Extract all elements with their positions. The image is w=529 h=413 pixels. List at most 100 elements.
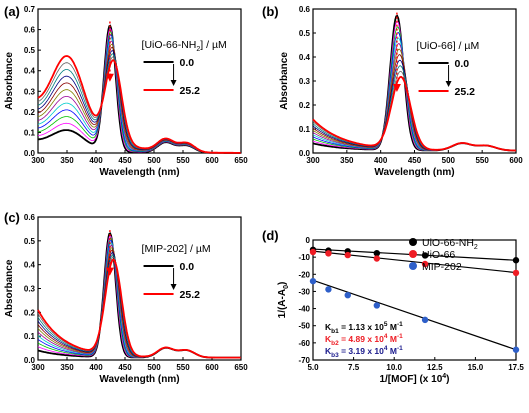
legend-label: 25.2 [180,85,201,97]
x-tick-label: 450 [118,363,132,372]
data-point [512,346,520,353]
x-tick-label: 500 [442,156,456,165]
x-axis-label: 1/[MOF] (x 104) [379,373,449,385]
x-tick-label: 600 [205,156,219,165]
x-tick-label: 600 [509,156,523,165]
legend-marker [409,238,417,246]
spectrum-line [37,40,241,154]
x-tick-label: 500 [147,156,161,165]
legend-label: 0.0 [455,58,470,70]
y-tick-label: 0.5 [299,29,311,38]
y-tick-label: 0.3 [299,77,311,86]
x-tick-label: 15.0 [468,363,484,372]
y-axis-label: Absorbance [4,259,15,317]
x-tick-label: 5.0 [307,363,319,372]
panel-a: 300 350 400 450 500 550 600 650 0.0 0.1 0.2 0.3 0.4 0… [4,4,248,178]
x-tick-label: 550 [475,156,489,165]
y-tick-label: -10 [298,253,310,262]
x-tick-label: 350 [60,156,74,165]
data-point [421,260,429,268]
data-point [373,255,381,262]
legend-label: MIP-202 [422,261,462,273]
legend-arrow-icon [170,284,177,290]
x-tick-label: 550 [176,156,190,165]
y-tick-label: 0.3 [24,87,36,96]
data-point [421,252,429,259]
spectrum-line [37,56,241,154]
x-tick-label: 300 [306,156,320,165]
legend-label: 0.0 [180,57,195,69]
x-tick-label: 400 [374,156,388,165]
data-point [512,269,520,277]
y-tick-label: -70 [298,356,310,365]
x-tick-label: 12.5 [427,363,443,372]
data-point [421,316,429,324]
legend-label: 25.2 [455,86,476,98]
y-tick-label: 0.6 [24,213,36,222]
data-point [325,286,332,293]
y-tick-label: 0.6 [299,5,311,14]
panel-label: (d) [262,228,279,243]
spectrum-line [37,237,241,358]
x-tick-label: 500 [147,363,161,372]
x-tick-label: 350 [340,156,354,165]
fit-line [312,279,517,351]
data-point [325,250,332,257]
y-tick-label: 0.7 [24,5,36,14]
x-tick-label: 300 [31,363,45,372]
legend-arrow-icon [445,81,452,87]
binding-constant-label: Kb2 = 4.89 x 104 M-1 [325,333,403,347]
y-axis-label: Absorbance [4,52,15,110]
spectrum-line [312,43,516,151]
arrowhead-icon [105,73,114,82]
legend-arrow-icon [170,80,177,86]
y-tick-label: 0.0 [24,356,36,365]
data-point [309,248,317,256]
y-tick-label: 0.4 [299,53,311,62]
y-tick-label: 0.2 [24,308,36,317]
y-tick-label: 0.1 [299,125,311,134]
panel-d: 5.0 7.5 10.0 12.5 15.0 17.5 -70 -60 -50 -40 -30 -20… [262,228,524,385]
legend-title: [UiO-66] / µM [417,40,480,52]
y-tick-label: 0.5 [24,237,36,246]
arrowhead-icon [392,84,401,92]
legend-label: 25.2 [180,289,201,301]
x-tick-label: 550 [176,363,190,372]
binding-constant-label: Kb3 = 3.19 x 104 M-1 [325,345,403,359]
spectrum-line [37,242,241,358]
y-tick-label: 0.6 [24,26,36,35]
y-tick-label: -40 [298,305,310,314]
data-point [512,257,520,264]
legend-marker [409,250,417,258]
y-tick-label: 0.4 [24,67,36,76]
y-tick-label: 0.3 [24,285,36,294]
x-axis-label: Wavelength (nm) [374,167,454,178]
spectrum-line [37,239,241,358]
y-tick-label: -50 [298,322,310,331]
data-point [309,277,317,285]
panel-label: (a) [4,4,20,19]
y-tick-label: -30 [298,287,310,296]
y-axis-label: Absorbance [279,52,290,110]
x-tick-label: 400 [89,363,103,372]
x-axis-label: Wavelength (nm) [99,167,179,178]
binding-constant-label: Kb1 = 1.13 x 105 M-1 [325,321,403,335]
arrowhead-icon [105,267,114,276]
y-tick-label: 0 [306,236,311,245]
y-tick-label: 0.1 [24,128,36,137]
legend-marker [409,262,417,270]
y-tick-label: 0.5 [24,46,36,55]
spectrum-line [37,37,241,154]
y-axis-label: 1/(A-A0) [277,282,290,319]
spectrum-line [37,55,241,154]
spectrum-line [37,43,241,154]
x-tick-label: 300 [31,156,45,165]
plot-frame [37,216,242,361]
data-point [344,251,351,259]
panel-b: 300 350 400 450 500 550 600 0.0 0.1 0.2 0.3 0.4 0.5 0… [262,4,523,178]
y-tick-label: 0.0 [24,149,36,158]
y-tick-label: 0.2 [24,108,36,117]
spectrum-line [37,244,241,358]
legend-label: UiO-66 [422,249,455,261]
